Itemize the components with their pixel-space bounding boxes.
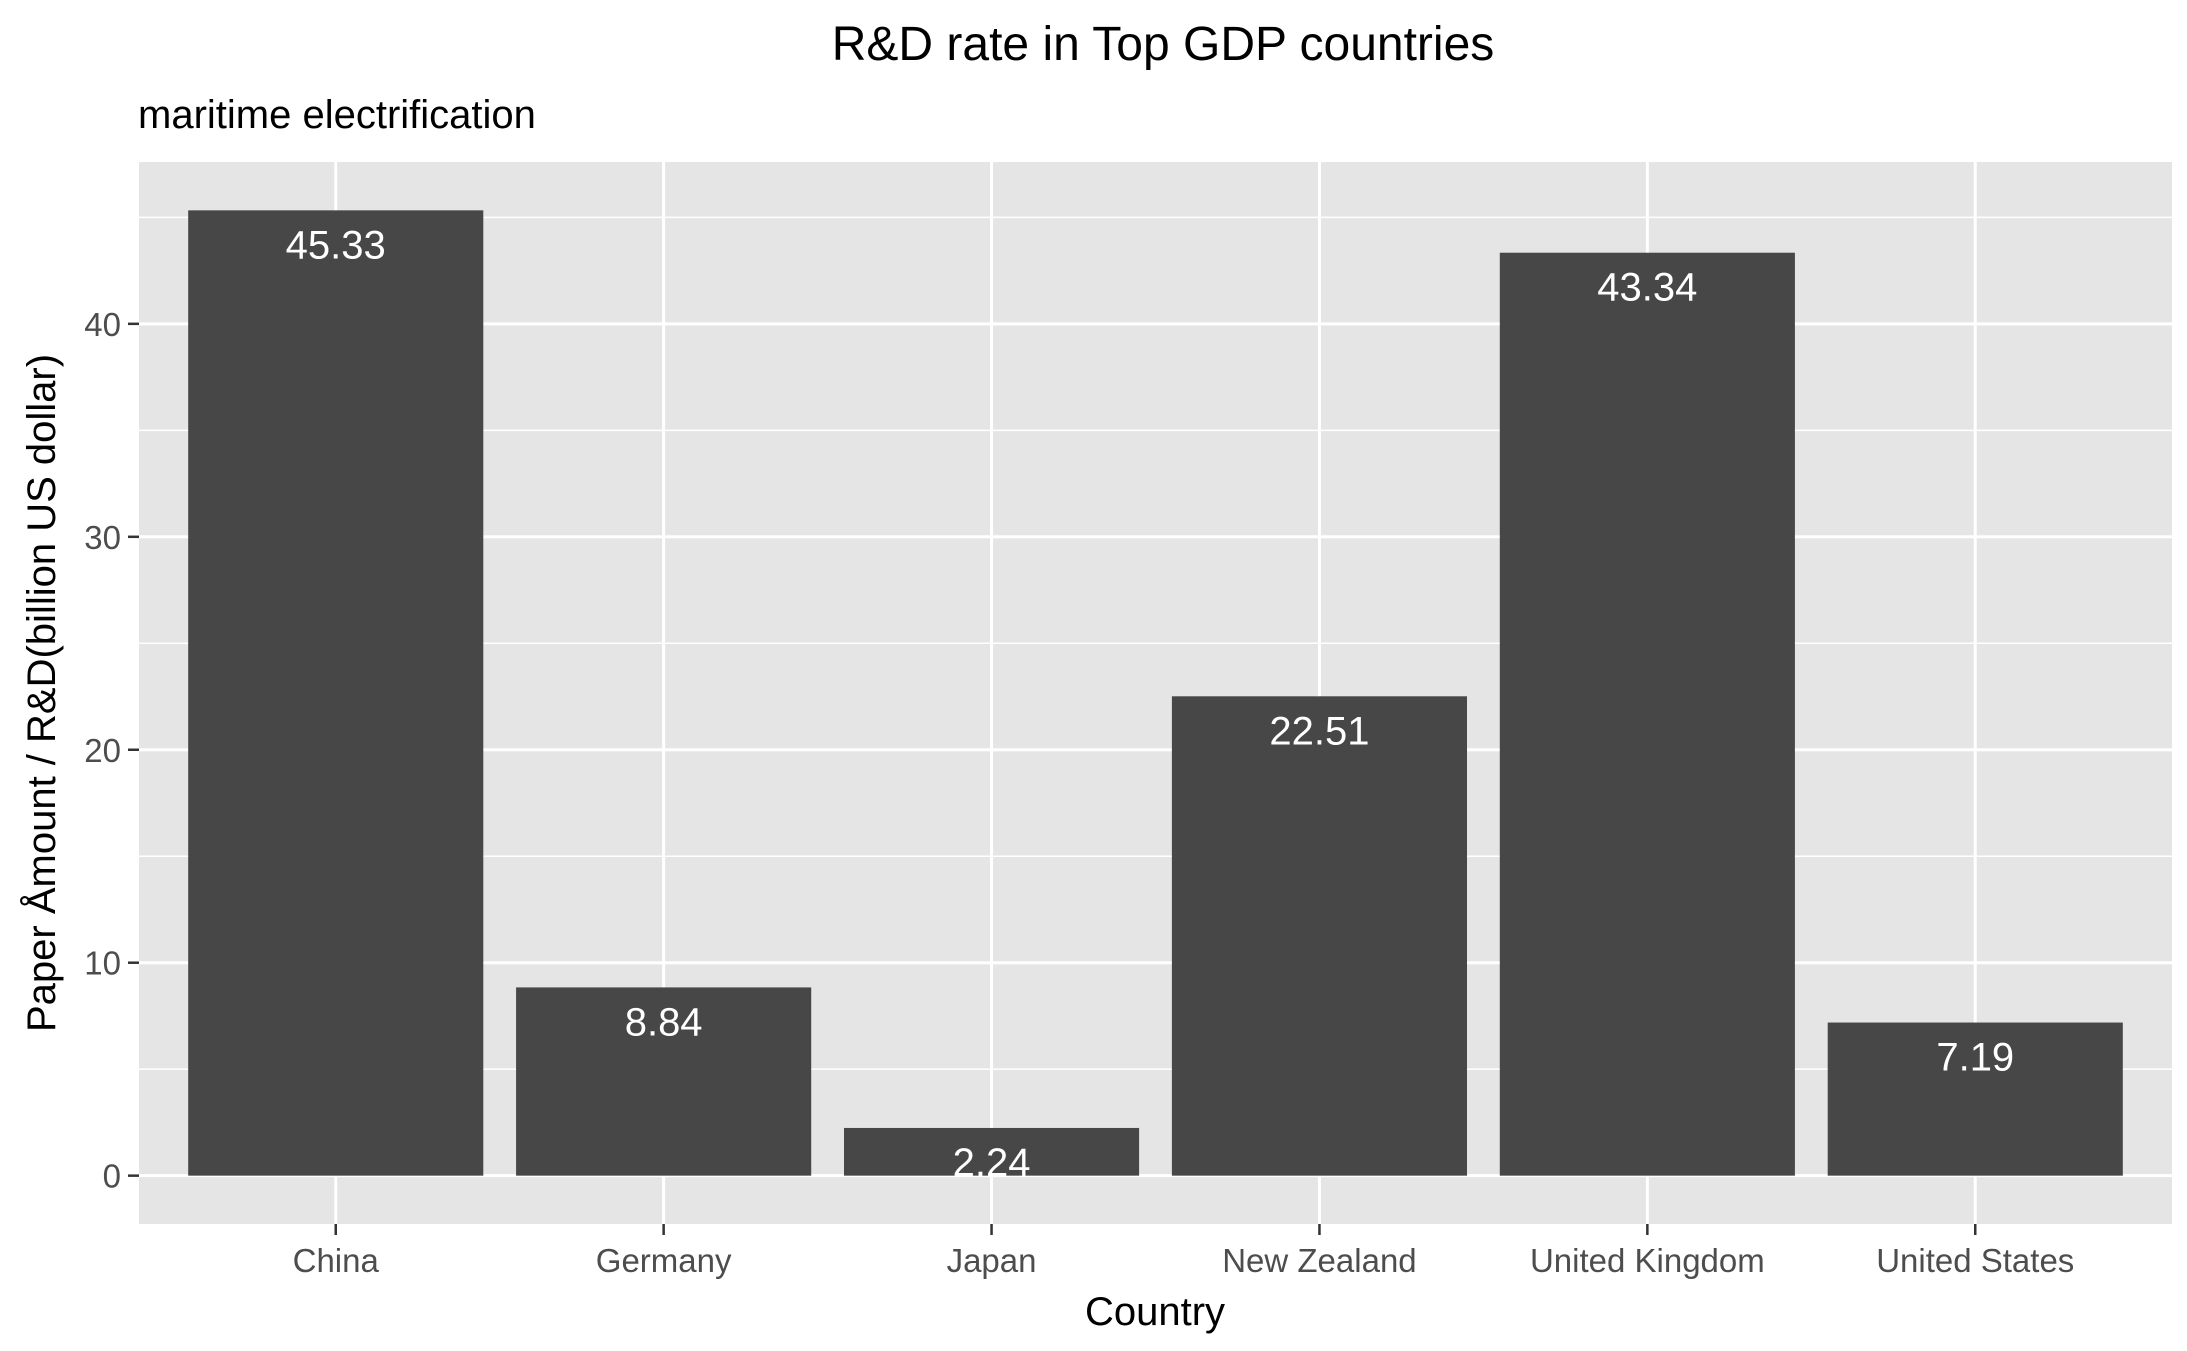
chart-subtitle: maritime electrification [138,93,536,137]
bar-germany [516,987,812,1176]
x-axis-title: Country [1085,1290,1225,1334]
data-label: 43.34 [1597,266,1697,310]
y-tick-label: 10 [84,945,121,982]
y-tick-label: 40 [84,306,121,343]
y-axis: 0 10 20 30 40 [84,306,139,1195]
data-label: 2.24 [953,1141,1031,1185]
bar-united-kingdom [1499,252,1795,1176]
y-tick-label: 0 [103,1158,121,1195]
data-label: 8.84 [625,1000,703,1044]
x-tick-label: Japan [947,1242,1037,1279]
y-axis-title: Paper Åmount / R&D(billion US dollar) [19,354,64,1032]
x-tick-label: United Kingdom [1530,1242,1765,1279]
data-label: 22.51 [1269,709,1369,753]
bar-united-states [1827,1022,2123,1176]
data-label: 45.33 [286,223,386,267]
x-tick-label: United States [1876,1242,2074,1279]
bar-new-zealand [1171,696,1468,1176]
bar-china [188,210,484,1176]
data-label: 7.19 [1936,1036,2014,1080]
x-tick-label: China [293,1242,380,1279]
chart-title: R&D rate in Top GDP countries [832,18,1495,71]
x-tick-label: Germany [596,1242,732,1279]
x-axis: China Germany Japan New Zealand United Kingd… [293,1224,2074,1279]
y-tick-label: 30 [84,519,121,556]
bars [188,210,2123,1176]
y-tick-label: 20 [84,732,121,769]
data-labels: 45.33 8.84 2.24 22.51 43.34 7.19 [286,223,2015,1185]
x-tick-label: New Zealand [1222,1242,1416,1279]
bar-japan [843,1127,1140,1176]
